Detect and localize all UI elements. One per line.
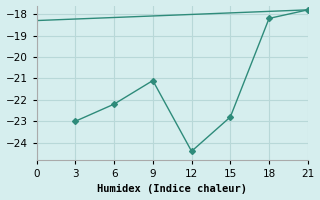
X-axis label: Humidex (Indice chaleur): Humidex (Indice chaleur): [97, 184, 247, 194]
